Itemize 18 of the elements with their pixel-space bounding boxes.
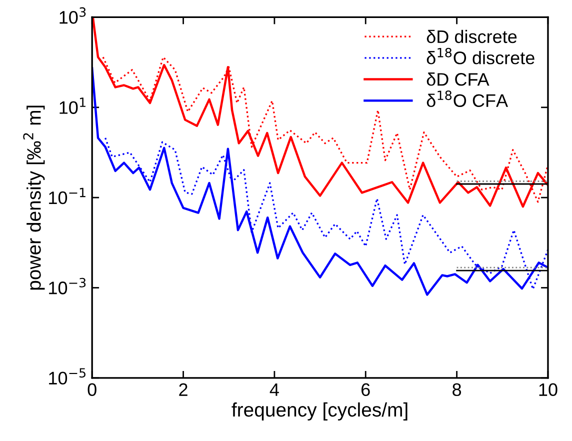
legend-label: δ$^{18}$O CFA [426, 90, 508, 107]
y-tick-label: 10$^{−5}$ [49, 368, 86, 385]
legend-label: δD CFA [426, 72, 490, 86]
y-tick-label: 10$^{−3}$ [49, 278, 86, 294]
legend-label: δD discrete [426, 30, 517, 44]
y-tick-label: 10$^{1}$ [60, 98, 86, 114]
x-tick-label: 0 [88, 383, 96, 396]
x-tick-label: 2 [179, 383, 188, 396]
line-series [92, 67, 548, 296]
y-axis-title: power density [‰$^{2}$ m] [23, 106, 45, 290]
y-tick-label: 10$^{−1}$ [49, 188, 86, 204]
x-tick-label: 6 [362, 383, 370, 396]
x-axis-title: frequency [cycles/m] [232, 402, 408, 421]
x-tick-label: 4 [270, 383, 279, 396]
x-tick-label: 10 [539, 383, 558, 396]
x-tick-label: 8 [452, 383, 462, 396]
legend-label: δ$^{18}$O discrete [426, 48, 534, 64]
y-tick-label: 10$^{3}$ [60, 7, 86, 24]
